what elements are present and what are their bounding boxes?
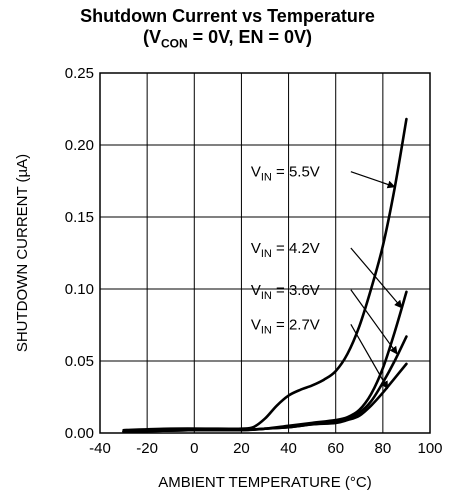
x-tick-label: 40 [280, 440, 297, 457]
x-tick-label: 100 [417, 440, 442, 457]
x-tick-label: 80 [375, 440, 392, 457]
x-tick-label: -20 [136, 440, 158, 457]
annotation-arrow [350, 289, 398, 355]
annotation-arrow [350, 247, 403, 309]
annotation-label: VIN = 4.2V [251, 240, 320, 260]
annotation-arrow [350, 324, 389, 390]
y-tick-label: 0.20 [65, 137, 94, 154]
subtitle-rest: = 0V, EN = 0V) [187, 27, 313, 47]
x-tick-label: 60 [327, 440, 344, 457]
series-line-2-7V [122, 362, 408, 433]
chart-title: Shutdown Current vs Temperature [80, 6, 375, 26]
annotation-label: VIN = 3.6V [251, 282, 320, 302]
subtitle-open: (V [142, 27, 161, 47]
annotation-arrow [350, 171, 396, 189]
tick-labels: -40 -20 0 20 40 60 80 100 0.00 0.05 0.10 0.15 0.20 0.… [65, 65, 443, 457]
y-tick-label: 0.05 [65, 353, 94, 370]
y-tick-label: 0.00 [65, 425, 94, 442]
series-group [122, 117, 408, 433]
annotation-label: VIN = 2.7V [251, 316, 320, 336]
y-tick-label: 0.15 [65, 209, 94, 226]
plot-frame [99, 72, 431, 434]
annotation-label: VIN = 5.5V [251, 164, 320, 184]
annotations: VIN = 5.5V VIN = 4.2V VIN = 3.6V VIN = 2.7V [251, 164, 403, 390]
series-line-5-5V [122, 117, 408, 432]
y-tick-label: 0.10 [65, 281, 94, 298]
x-tick-label: 20 [233, 440, 250, 457]
chart-subtitle: (VCON = 0V, EN = 0V) [0, 27, 455, 51]
subtitle-sub: CON [160, 36, 188, 51]
x-axis-label: AMBIENT TEMPERATURE (°C) [158, 474, 372, 491]
x-tick-label: -40 [89, 440, 111, 457]
y-tick-label: 0.25 [65, 65, 94, 82]
plot-border [99, 72, 431, 434]
x-tick-label: 0 [190, 440, 198, 457]
y-axis-label: SHUTDOWN CURRENT (µA) [14, 154, 31, 352]
